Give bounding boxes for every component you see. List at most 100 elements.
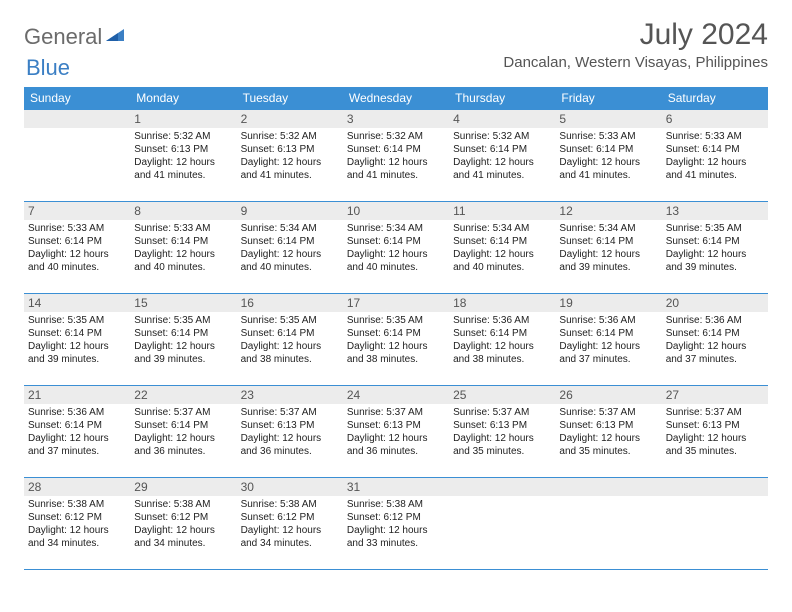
daylight-text: and 36 minutes. bbox=[241, 445, 339, 458]
daylight-text: Daylight: 12 hours bbox=[241, 248, 339, 261]
day-number-empty bbox=[662, 478, 768, 496]
sunset-text: Sunset: 6:14 PM bbox=[453, 235, 551, 248]
daylight-text: Daylight: 12 hours bbox=[559, 340, 657, 353]
calendar-day-cell bbox=[662, 478, 768, 570]
day-details: Sunrise: 5:35 AMSunset: 6:14 PMDaylight:… bbox=[343, 312, 449, 370]
sunrise-text: Sunrise: 5:34 AM bbox=[241, 222, 339, 235]
daylight-text: Daylight: 12 hours bbox=[241, 432, 339, 445]
day-number: 2 bbox=[237, 110, 343, 128]
day-details: Sunrise: 5:32 AMSunset: 6:14 PMDaylight:… bbox=[449, 128, 555, 186]
sunrise-text: Sunrise: 5:36 AM bbox=[666, 314, 764, 327]
day-number: 8 bbox=[130, 202, 236, 220]
sunset-text: Sunset: 6:14 PM bbox=[666, 327, 764, 340]
daylight-text: Daylight: 12 hours bbox=[347, 156, 445, 169]
daylight-text: Daylight: 12 hours bbox=[28, 248, 126, 261]
day-details: Sunrise: 5:33 AMSunset: 6:14 PMDaylight:… bbox=[555, 128, 661, 186]
calendar-day-cell bbox=[24, 110, 130, 202]
day-number: 5 bbox=[555, 110, 661, 128]
sunrise-text: Sunrise: 5:38 AM bbox=[347, 498, 445, 511]
day-number: 13 bbox=[662, 202, 768, 220]
sunrise-text: Sunrise: 5:37 AM bbox=[241, 406, 339, 419]
calendar-week-row: 7Sunrise: 5:33 AMSunset: 6:14 PMDaylight… bbox=[24, 202, 768, 294]
logo-text-blue: Blue bbox=[26, 55, 70, 80]
daylight-text: Daylight: 12 hours bbox=[347, 524, 445, 537]
calendar-day-cell: 5Sunrise: 5:33 AMSunset: 6:14 PMDaylight… bbox=[555, 110, 661, 202]
sunset-text: Sunset: 6:14 PM bbox=[453, 327, 551, 340]
sunrise-text: Sunrise: 5:33 AM bbox=[666, 130, 764, 143]
day-details: Sunrise: 5:34 AMSunset: 6:14 PMDaylight:… bbox=[237, 220, 343, 278]
sunset-text: Sunset: 6:14 PM bbox=[666, 143, 764, 156]
sunset-text: Sunset: 6:13 PM bbox=[453, 419, 551, 432]
calendar-day-cell: 18Sunrise: 5:36 AMSunset: 6:14 PMDayligh… bbox=[449, 294, 555, 386]
day-number: 31 bbox=[343, 478, 449, 496]
daylight-text: and 41 minutes. bbox=[453, 169, 551, 182]
daylight-text: and 38 minutes. bbox=[347, 353, 445, 366]
daylight-text: Daylight: 12 hours bbox=[347, 432, 445, 445]
sunset-text: Sunset: 6:12 PM bbox=[347, 511, 445, 524]
sunset-text: Sunset: 6:14 PM bbox=[134, 327, 232, 340]
day-number: 9 bbox=[237, 202, 343, 220]
day-number: 24 bbox=[343, 386, 449, 404]
weekday-header: Sunday bbox=[24, 87, 130, 110]
calendar-week-row: 14Sunrise: 5:35 AMSunset: 6:14 PMDayligh… bbox=[24, 294, 768, 386]
calendar-day-cell: 8Sunrise: 5:33 AMSunset: 6:14 PMDaylight… bbox=[130, 202, 236, 294]
day-details: Sunrise: 5:34 AMSunset: 6:14 PMDaylight:… bbox=[449, 220, 555, 278]
day-details: Sunrise: 5:38 AMSunset: 6:12 PMDaylight:… bbox=[24, 496, 130, 554]
sunset-text: Sunset: 6:14 PM bbox=[559, 143, 657, 156]
day-details: Sunrise: 5:32 AMSunset: 6:13 PMDaylight:… bbox=[237, 128, 343, 186]
daylight-text: and 40 minutes. bbox=[347, 261, 445, 274]
sunset-text: Sunset: 6:14 PM bbox=[453, 143, 551, 156]
daylight-text: Daylight: 12 hours bbox=[28, 524, 126, 537]
sunrise-text: Sunrise: 5:37 AM bbox=[559, 406, 657, 419]
calendar-day-cell: 11Sunrise: 5:34 AMSunset: 6:14 PMDayligh… bbox=[449, 202, 555, 294]
sunrise-text: Sunrise: 5:35 AM bbox=[241, 314, 339, 327]
daylight-text: and 37 minutes. bbox=[666, 353, 764, 366]
day-details: Sunrise: 5:38 AMSunset: 6:12 PMDaylight:… bbox=[130, 496, 236, 554]
sunrise-text: Sunrise: 5:38 AM bbox=[134, 498, 232, 511]
calendar-week-row: 28Sunrise: 5:38 AMSunset: 6:12 PMDayligh… bbox=[24, 478, 768, 570]
day-details: Sunrise: 5:37 AMSunset: 6:14 PMDaylight:… bbox=[130, 404, 236, 462]
daylight-text: and 39 minutes. bbox=[28, 353, 126, 366]
sunset-text: Sunset: 6:14 PM bbox=[666, 235, 764, 248]
day-number: 27 bbox=[662, 386, 768, 404]
day-number-empty bbox=[449, 478, 555, 496]
sunset-text: Sunset: 6:14 PM bbox=[559, 235, 657, 248]
day-details: Sunrise: 5:35 AMSunset: 6:14 PMDaylight:… bbox=[130, 312, 236, 370]
calendar-day-cell: 9Sunrise: 5:34 AMSunset: 6:14 PMDaylight… bbox=[237, 202, 343, 294]
sunrise-text: Sunrise: 5:36 AM bbox=[28, 406, 126, 419]
calendar-day-cell bbox=[555, 478, 661, 570]
day-details: Sunrise: 5:32 AMSunset: 6:14 PMDaylight:… bbox=[343, 128, 449, 186]
sunset-text: Sunset: 6:13 PM bbox=[347, 419, 445, 432]
day-number: 11 bbox=[449, 202, 555, 220]
daylight-text: and 35 minutes. bbox=[453, 445, 551, 458]
daylight-text: and 36 minutes. bbox=[347, 445, 445, 458]
sunrise-text: Sunrise: 5:33 AM bbox=[134, 222, 232, 235]
calendar-day-cell: 16Sunrise: 5:35 AMSunset: 6:14 PMDayligh… bbox=[237, 294, 343, 386]
day-number: 3 bbox=[343, 110, 449, 128]
daylight-text: and 38 minutes. bbox=[453, 353, 551, 366]
sunset-text: Sunset: 6:14 PM bbox=[241, 327, 339, 340]
day-number: 1 bbox=[130, 110, 236, 128]
calendar-day-cell: 24Sunrise: 5:37 AMSunset: 6:13 PMDayligh… bbox=[343, 386, 449, 478]
calendar-day-cell: 14Sunrise: 5:35 AMSunset: 6:14 PMDayligh… bbox=[24, 294, 130, 386]
sunset-text: Sunset: 6:14 PM bbox=[134, 235, 232, 248]
sunrise-text: Sunrise: 5:32 AM bbox=[347, 130, 445, 143]
day-details: Sunrise: 5:35 AMSunset: 6:14 PMDaylight:… bbox=[24, 312, 130, 370]
day-details: Sunrise: 5:38 AMSunset: 6:12 PMDaylight:… bbox=[343, 496, 449, 554]
sunrise-text: Sunrise: 5:33 AM bbox=[28, 222, 126, 235]
sunset-text: Sunset: 6:14 PM bbox=[28, 235, 126, 248]
daylight-text: Daylight: 12 hours bbox=[241, 524, 339, 537]
sunset-text: Sunset: 6:14 PM bbox=[347, 235, 445, 248]
daylight-text: and 37 minutes. bbox=[559, 353, 657, 366]
day-details: Sunrise: 5:36 AMSunset: 6:14 PMDaylight:… bbox=[449, 312, 555, 370]
daylight-text: Daylight: 12 hours bbox=[666, 432, 764, 445]
calendar-day-cell: 28Sunrise: 5:38 AMSunset: 6:12 PMDayligh… bbox=[24, 478, 130, 570]
calendar-day-cell: 1Sunrise: 5:32 AMSunset: 6:13 PMDaylight… bbox=[130, 110, 236, 202]
day-details: Sunrise: 5:37 AMSunset: 6:13 PMDaylight:… bbox=[662, 404, 768, 462]
day-details: Sunrise: 5:32 AMSunset: 6:13 PMDaylight:… bbox=[130, 128, 236, 186]
sunset-text: Sunset: 6:14 PM bbox=[28, 327, 126, 340]
day-details: Sunrise: 5:33 AMSunset: 6:14 PMDaylight:… bbox=[130, 220, 236, 278]
title-block: July 2024 Dancalan, Western Visayas, Phi… bbox=[503, 18, 768, 71]
daylight-text: Daylight: 12 hours bbox=[28, 432, 126, 445]
daylight-text: and 34 minutes. bbox=[241, 537, 339, 550]
